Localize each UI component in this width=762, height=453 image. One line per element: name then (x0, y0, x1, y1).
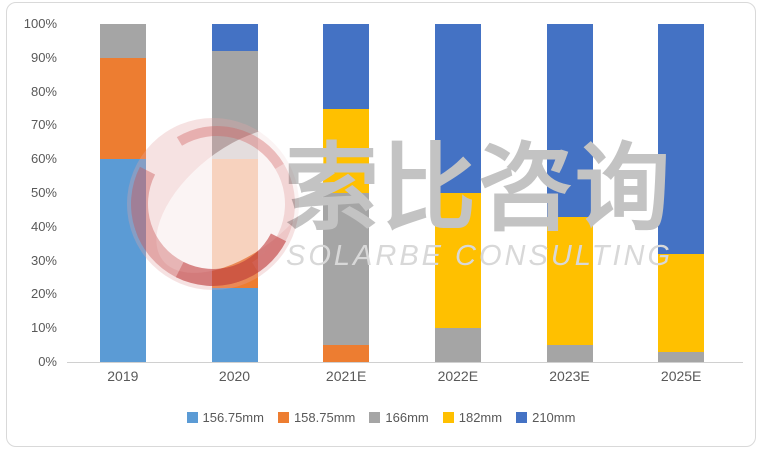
x-axis-label-2020: 2020 (218, 368, 251, 384)
bar-segment-166mm-2020 (211, 51, 258, 160)
legend-label: 158.75mm (293, 409, 356, 425)
bar-segment-182mm-2021E (323, 108, 370, 194)
x-axis-label-2025E: 2025E (660, 368, 702, 384)
x-axis-label-2021E: 2021E (325, 368, 367, 384)
bar-segment-210mm-2025E (658, 24, 705, 254)
legend-swatch-icon (277, 411, 289, 423)
bar-segment-166mm-2023E (546, 345, 593, 362)
plot-area (67, 24, 737, 362)
legend-swatch-icon (369, 411, 381, 423)
legend-label: 166mm (385, 409, 429, 425)
stacked-bar-2021E (323, 24, 370, 362)
x-axis-label-2022E: 2022E (437, 368, 479, 384)
bar-segment-158.75mm-2020 (211, 159, 258, 288)
legend-swatch-icon (516, 411, 528, 423)
legend-item-210mm: 210mm (516, 410, 575, 425)
y-axis-tick-label: 90% (30, 49, 57, 65)
legend-swatch-icon (186, 411, 198, 423)
bar-segment-166mm-2019 (99, 24, 146, 58)
legend-item-156.75mm: 156.75mm (186, 409, 264, 425)
bar-segment-158.75mm-2019 (99, 57, 146, 160)
y-axis-tick-label: 50% (30, 185, 57, 200)
y-axis-tick-label: 30% (30, 252, 57, 268)
stacked-bar-2025E (658, 24, 705, 362)
y-axis-tick-label: 70% (30, 117, 57, 133)
y-axis-tick-label: 10% (30, 320, 57, 336)
legend-label: 156.75mm (202, 409, 264, 425)
bar-segment-156.75mm-2020 (211, 287, 258, 362)
stacked-bar-2019 (99, 24, 146, 362)
bar-segment-210mm-2022E (434, 24, 481, 194)
bar-segment-210mm-2021E (323, 24, 370, 109)
bar-segment-182mm-2023E (546, 216, 593, 346)
x-axis-line (67, 362, 743, 363)
stacked-bar-2020 (211, 24, 258, 362)
legend-item-166mm: 166mm (369, 409, 429, 425)
bar-segment-182mm-2025E (658, 253, 705, 352)
y-axis-tick-label: 60% (30, 151, 57, 167)
bar-segment-210mm-2020 (211, 24, 258, 52)
bar-segment-182mm-2022E (434, 193, 481, 329)
y-axis-tick-label: 0% (38, 354, 57, 369)
legend-label: 210mm (532, 409, 576, 425)
bar-segment-166mm-2021E (323, 193, 370, 346)
legend-item-182mm: 182mm (442, 409, 503, 425)
y-axis-tick-label: 20% (30, 286, 57, 302)
y-axis-tick-label: 80% (30, 83, 57, 99)
y-axis-tick-label: 100% (23, 16, 57, 31)
stacked-bar-2022E (434, 24, 481, 362)
bar-segment-158.75mm-2021E (323, 345, 370, 362)
bar-segment-166mm-2022E (434, 328, 481, 362)
legend-item-158.75mm: 158.75mm (277, 409, 356, 425)
legend-swatch-icon (442, 411, 454, 423)
bar-segment-166mm-2025E (658, 351, 705, 362)
bar-segment-156.75mm-2019 (99, 159, 146, 362)
y-axis-tick-label: 40% (30, 218, 57, 234)
legend: 156.75mm 158.75mm 166mm 182mm 210mm (0, 404, 762, 430)
x-axis-label-2019: 2019 (107, 368, 139, 384)
legend-label: 182mm (458, 409, 503, 425)
stacked-bar-2023E (546, 24, 593, 362)
bar-segment-210mm-2023E (546, 24, 593, 217)
x-axis-label-2023E: 2023E (549, 368, 590, 384)
